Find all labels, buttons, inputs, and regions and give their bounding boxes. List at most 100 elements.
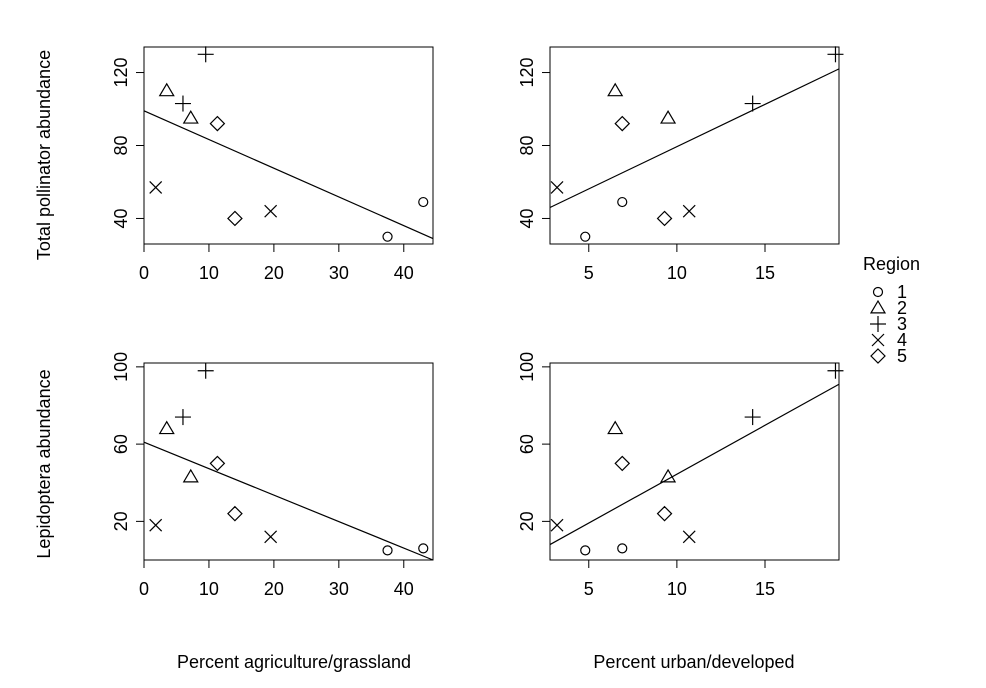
legend-entry-label: 4 <box>897 330 907 350</box>
x-tick-label: 10 <box>667 579 687 599</box>
y-tick-label: 20 <box>517 511 537 531</box>
data-point-region-1 <box>617 196 628 208</box>
legend-symbol-circle <box>872 286 884 298</box>
x-tick-label: 5 <box>584 263 594 283</box>
data-point-region-4 <box>264 530 278 544</box>
legend-symbol-diamond <box>870 348 886 364</box>
x-tick-label: 30 <box>329 263 349 283</box>
data-point-region-3 <box>827 46 844 63</box>
data-point-region-5 <box>614 115 631 132</box>
x-tick-label: 10 <box>199 263 219 283</box>
y-tick-label: 120 <box>111 58 131 88</box>
x-tick-label: 40 <box>394 579 414 599</box>
data-point-region-2 <box>607 82 624 97</box>
legend-symbol-plus <box>870 316 886 332</box>
data-point-region-5 <box>227 210 243 227</box>
data-point-region-5 <box>656 505 673 522</box>
x-axis-label-agriculture: Percent agriculture/grassland <box>177 652 411 672</box>
data-point-region-1 <box>580 231 591 242</box>
x-tick-label: 15 <box>755 579 775 599</box>
x-tick-label: 20 <box>264 263 284 283</box>
y-tick-label: 120 <box>517 58 537 88</box>
data-point-region-5 <box>227 505 243 522</box>
data-point-region-1 <box>418 543 429 554</box>
data-point-region-4 <box>682 204 696 218</box>
data-point-region-3 <box>827 362 844 379</box>
data-point-region-1 <box>617 543 628 554</box>
x-tick-label: 10 <box>199 579 219 599</box>
y-tick-label: 20 <box>111 511 131 531</box>
panel-bottom-left: 0 10 20 30 40 20 60 100 <box>111 352 434 599</box>
regression-line <box>549 383 840 546</box>
panels-group: 0 10 20 30 40 40 80 120 5 10 15 40 80 120 0 10 20 30 40 20 6… <box>111 46 844 599</box>
data-point-region-4 <box>149 181 163 194</box>
data-point-region-3 <box>197 362 214 379</box>
data-point-region-1 <box>382 231 393 242</box>
legend-entry-label: 1 <box>897 282 907 302</box>
data-point-region-2 <box>660 468 677 483</box>
x-axis-label-urban: Percent urban/developed <box>593 652 794 672</box>
y-tick-label: 60 <box>517 434 537 454</box>
data-point-region-2 <box>158 82 175 97</box>
data-point-region-3 <box>744 95 761 112</box>
y-tick-label: 60 <box>111 434 131 454</box>
data-point-region-1 <box>382 545 393 556</box>
data-point-region-3 <box>744 409 761 426</box>
legend-entry-label: 2 <box>897 298 907 318</box>
data-point-region-2 <box>182 109 199 124</box>
legend-title: Region <box>863 254 920 274</box>
y-axis-label-total: Total pollinator abundance <box>34 50 54 260</box>
data-point-region-2 <box>182 468 199 483</box>
data-point-region-5 <box>209 455 226 472</box>
y-tick-label: 40 <box>517 208 537 228</box>
data-point-region-4 <box>550 181 564 194</box>
panel-top-left: 0 10 20 30 40 40 80 120 <box>111 46 434 283</box>
x-tick-label: 0 <box>139 579 149 599</box>
legend-entry-label: 3 <box>897 314 907 334</box>
data-point-region-2 <box>158 420 175 435</box>
x-tick-label: 30 <box>329 579 349 599</box>
y-tick-label: 80 <box>517 135 537 155</box>
data-point-region-1 <box>418 196 429 208</box>
x-tick-label: 10 <box>667 263 687 283</box>
regression-line <box>143 110 434 240</box>
y-tick-label: 100 <box>111 352 131 382</box>
data-point-region-3 <box>174 95 191 112</box>
x-tick-label: 15 <box>755 263 775 283</box>
data-point-region-3 <box>174 409 191 426</box>
regression-line <box>549 68 840 209</box>
panel-bottom-right: 5 10 15 20 60 100 <box>517 352 844 599</box>
plot-frame <box>549 46 840 245</box>
data-point-region-4 <box>149 518 163 532</box>
y-tick-label: 80 <box>111 135 131 155</box>
data-point-region-2 <box>660 109 677 124</box>
data-point-region-4 <box>550 518 564 532</box>
legend-symbol-triangle <box>869 299 887 314</box>
legend-entry-label: 5 <box>897 346 907 366</box>
data-point-region-5 <box>614 455 631 472</box>
plot-frame <box>549 362 840 561</box>
plot-frame <box>143 362 434 561</box>
regression-line <box>143 441 434 561</box>
data-point-region-1 <box>580 545 591 556</box>
legend-symbol-cross <box>871 333 885 347</box>
y-tick-label: 100 <box>517 352 537 382</box>
x-tick-label: 20 <box>264 579 284 599</box>
data-point-region-5 <box>209 115 226 132</box>
x-tick-label: 40 <box>394 263 414 283</box>
plot-frame <box>143 46 434 245</box>
y-tick-label: 40 <box>111 208 131 228</box>
x-tick-label: 0 <box>139 263 149 283</box>
data-point-region-4 <box>264 204 278 218</box>
panel-top-right: 5 10 15 40 80 120 <box>517 46 844 283</box>
data-point-region-3 <box>197 46 214 63</box>
data-point-region-4 <box>682 530 696 544</box>
data-point-region-2 <box>607 420 624 435</box>
y-axis-label-lepidoptera: Lepidoptera abundance <box>34 369 54 558</box>
x-tick-label: 5 <box>584 579 594 599</box>
data-point-region-5 <box>656 210 673 227</box>
